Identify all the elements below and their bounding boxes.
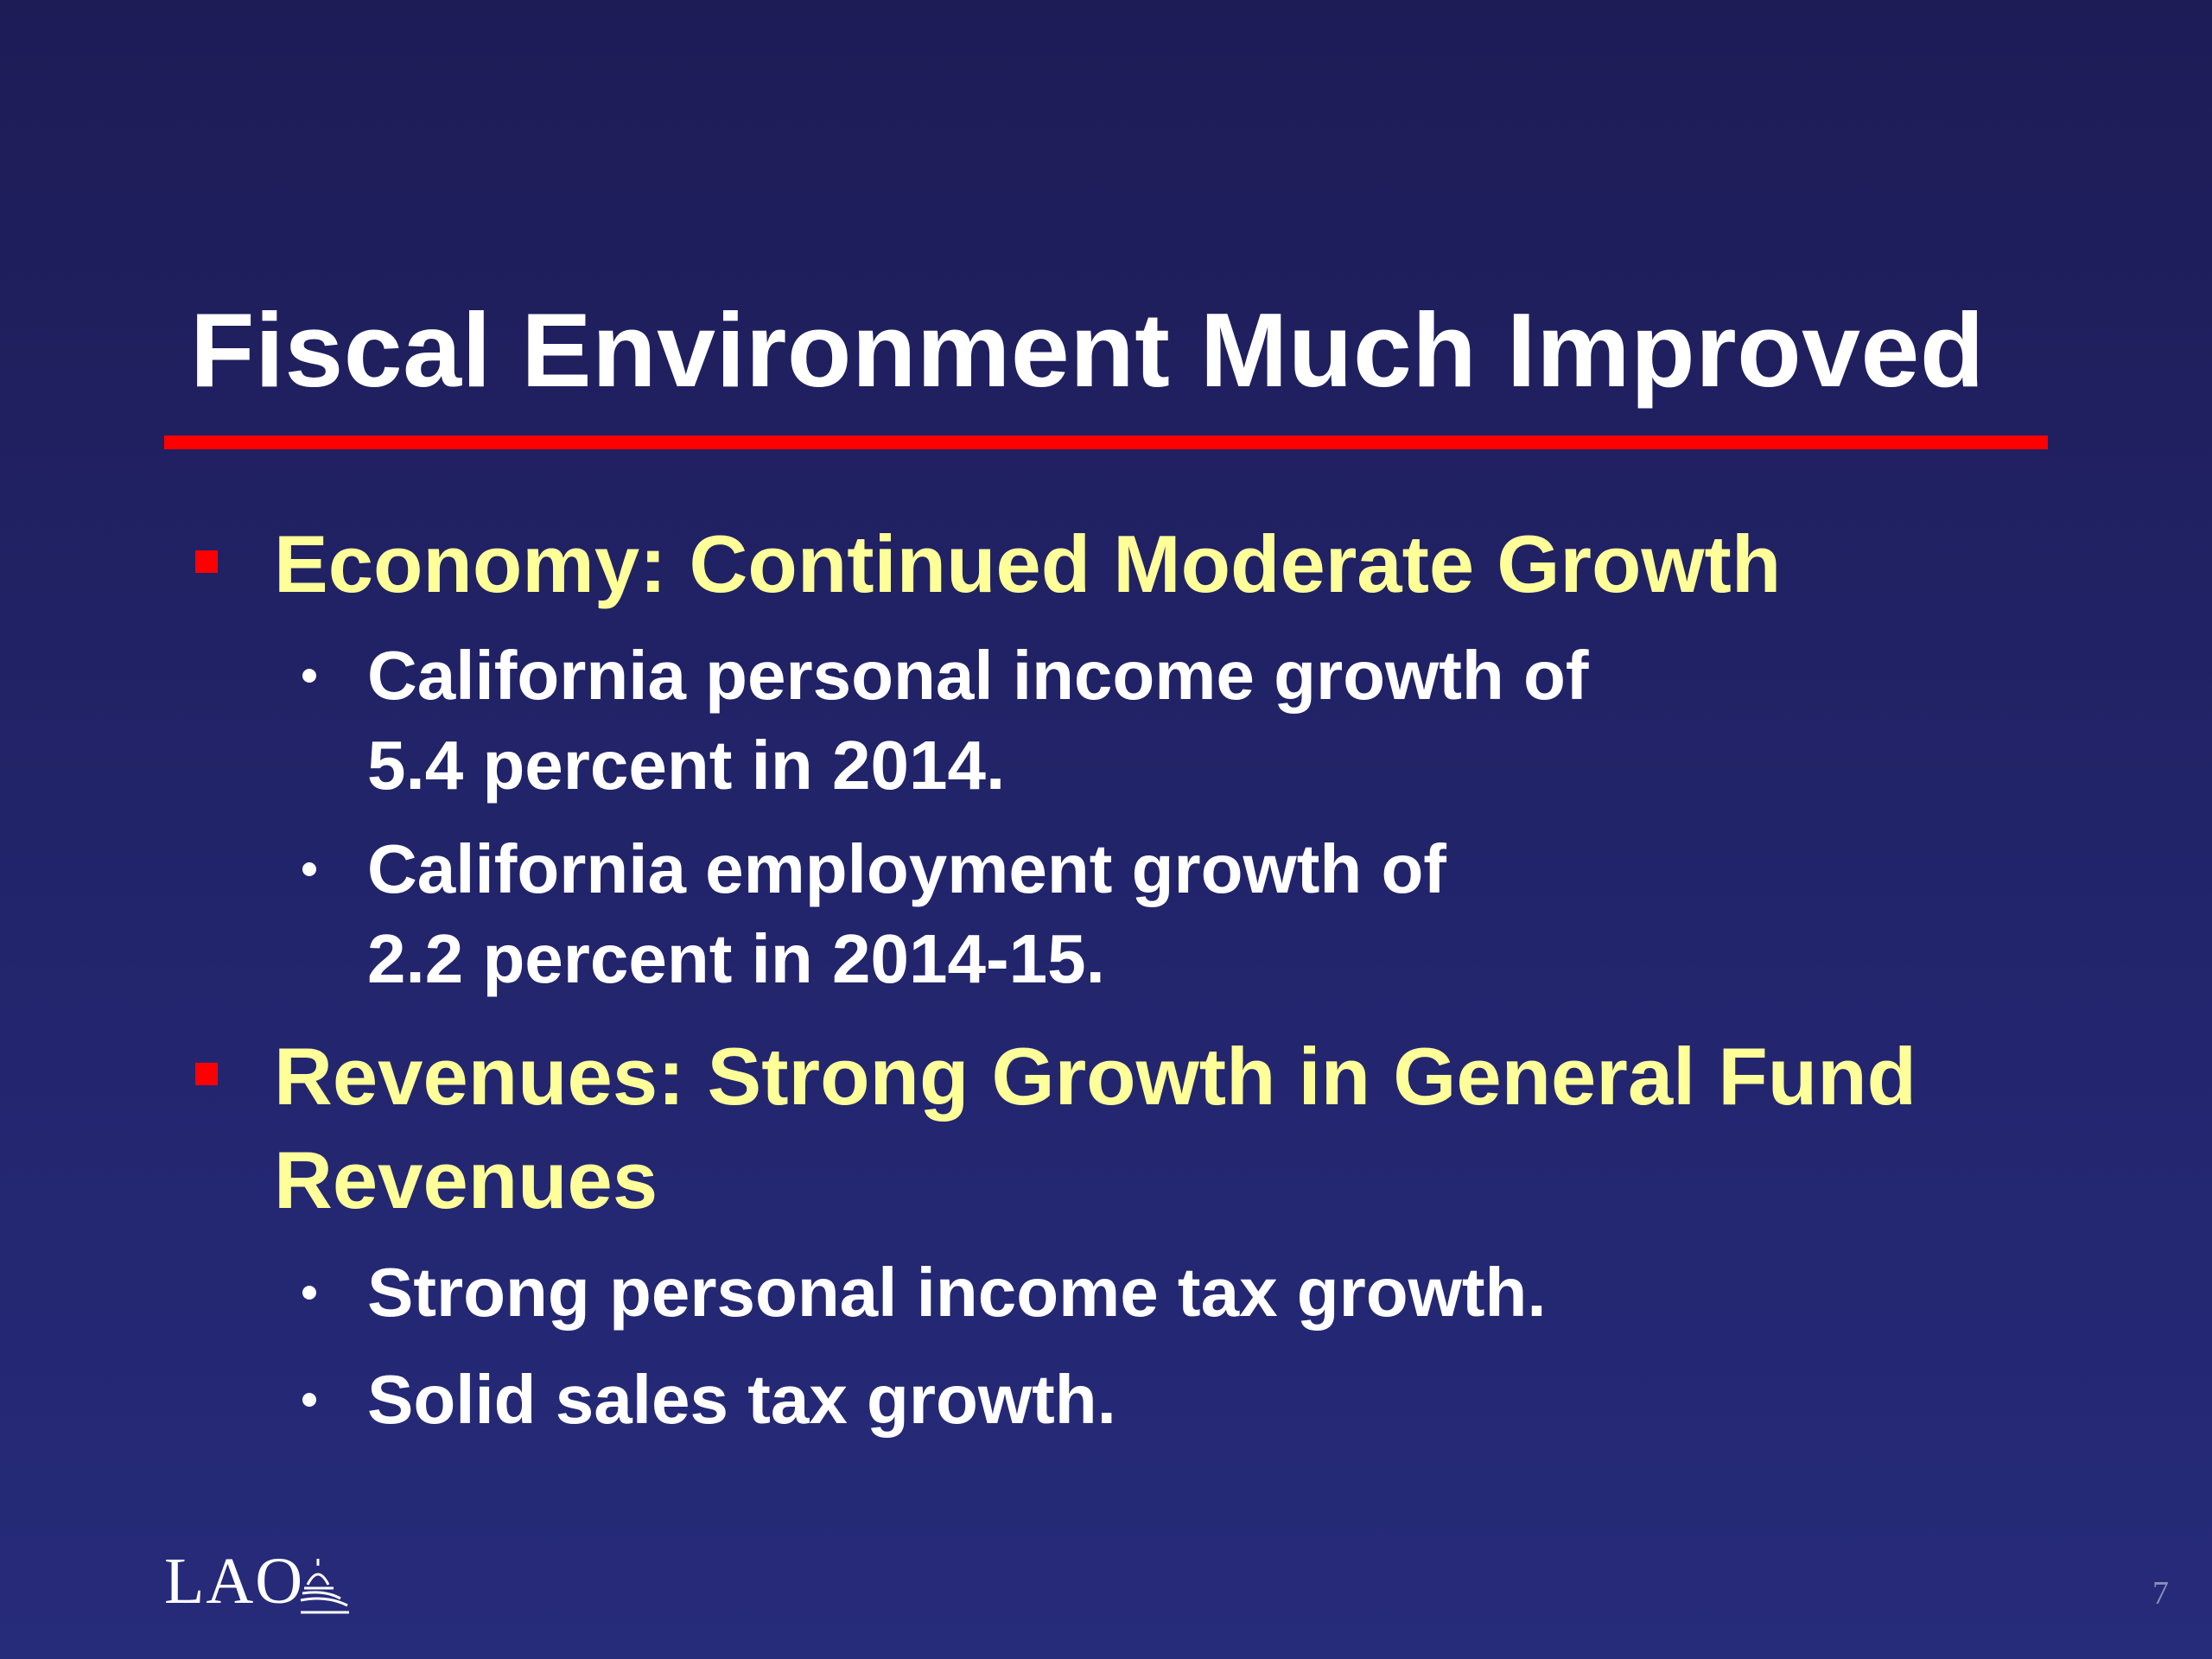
section-heading-revenues-cont: Revenues (274, 1135, 658, 1225)
title-underline (164, 435, 2048, 449)
slide-title: Fiscal Environment Much Improved (190, 291, 1985, 409)
page-number: 7 (2152, 1575, 2169, 1611)
point-text-line: 2.2 percent in 2014-15. (367, 920, 1105, 997)
point-text-line: Strong personal income tax growth. (367, 1254, 1547, 1331)
point-text-line: California employment growth of (367, 830, 1446, 907)
lao-logo: LAO (164, 1547, 351, 1616)
dot-bullet-icon (302, 1286, 316, 1300)
point-text-line: Solid sales tax growth. (367, 1361, 1116, 1438)
dot-bullet-icon (302, 1393, 316, 1407)
dot-bullet-icon (302, 862, 316, 876)
square-bullet-icon (195, 550, 218, 573)
capitol-dome-icon (300, 1559, 350, 1614)
square-bullet-icon (195, 1063, 218, 1085)
logo-text: LAO (164, 1545, 305, 1618)
dot-bullet-icon (302, 669, 316, 683)
point-text-line: California personal income growth of (367, 637, 1589, 714)
point-text-line: 5.4 percent in 2014. (367, 727, 1006, 804)
section-heading-revenues: Revenues: Strong Growth in General Fund (274, 1031, 1917, 1122)
section-heading-economy: Economy: Continued Moderate Growth (274, 518, 1782, 609)
